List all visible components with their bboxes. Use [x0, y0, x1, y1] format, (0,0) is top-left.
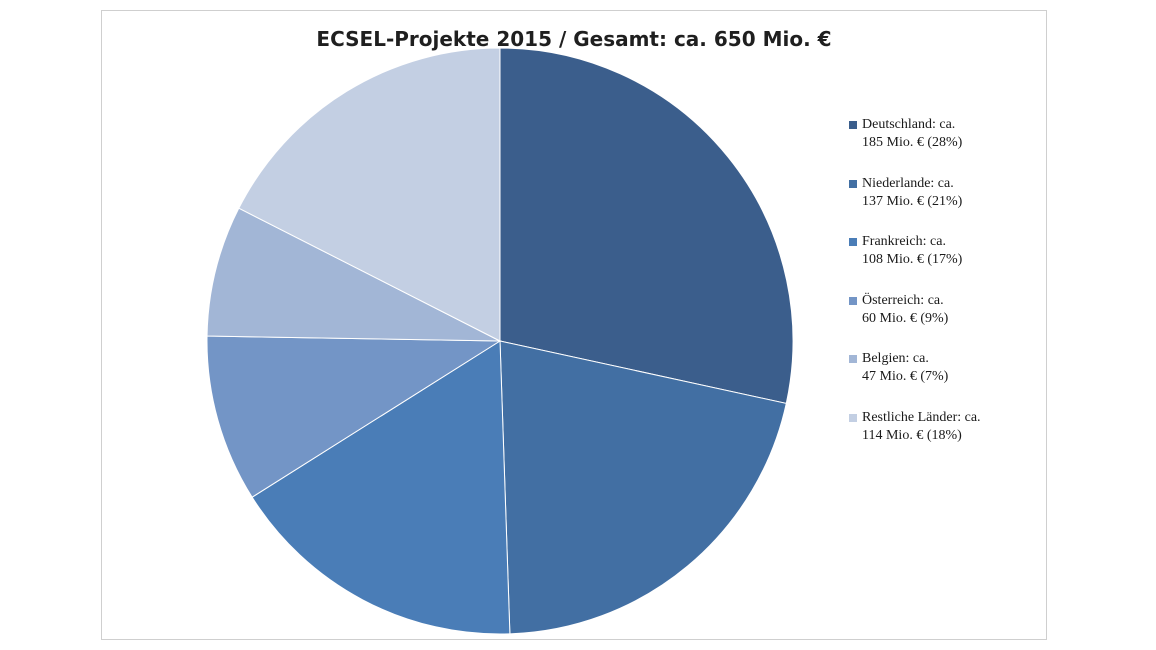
- pie-slice-3: [206, 335, 502, 498]
- legend-item-1: Niederlande: ca. 137 Mio. € (21%): [849, 175, 981, 234]
- legend-label-2: Frankreich: ca. 108 Mio. € (17%): [862, 233, 962, 269]
- legend-label-1: Niederlande: ca. 137 Mio. € (21%): [862, 175, 962, 211]
- legend-item-5: Restliche Länder: ca. 114 Mio. € (18%): [849, 409, 981, 468]
- legend-label-4: Belgien: ca. 47 Mio. € (7%): [862, 350, 948, 386]
- pie-slice-0: [499, 47, 794, 405]
- legend-label-line2: 137 Mio. € (21%): [862, 193, 963, 209]
- legend-label-0: Deutschland: ca. 185 Mio. € (28%): [862, 116, 962, 152]
- legend-label-line1: Österreich: ca.: [862, 292, 944, 308]
- chart-title: ECSEL-Projekte 2015 / Gesamt: ca. 650 Mi…: [316, 27, 832, 51]
- legend-swatch-5: [849, 413, 857, 422]
- legend-item-2: Frankreich: ca. 108 Mio. € (17%): [849, 233, 981, 292]
- legend-label-line1: Niederlande: ca.: [862, 175, 954, 191]
- legend-label-3: Österreich: ca. 60 Mio. € (9%): [862, 292, 948, 328]
- legend-swatch-2: [849, 238, 857, 246]
- pie-slice-5: [238, 47, 501, 342]
- pie-slice-4: [206, 207, 501, 342]
- legend-item-4: Belgien: ca. 47 Mio. € (7%): [849, 350, 981, 409]
- legend-swatch-3: [849, 296, 857, 305]
- legend-swatch-0: [849, 121, 857, 129]
- legend-label-line1: Frankreich: ca.: [862, 234, 946, 249]
- legend-label-line1: Restliche Länder: ca.: [862, 409, 981, 425]
- legend-label-line2: 185 Mio. € (28%): [862, 135, 963, 150]
- legend-label-line2: 60 Mio. € (9%): [862, 310, 949, 326]
- legend-swatch-4: [849, 355, 857, 363]
- legend-label-line1: Deutschland: ca.: [862, 117, 956, 132]
- legend-label-line1: Belgien: ca.: [862, 351, 929, 366]
- legend-label-line2: 108 Mio. € (17%): [862, 252, 963, 267]
- legend-item-0: Deutschland: ca. 185 Mio. € (28%): [849, 116, 981, 175]
- legend-item-3: Österreich: ca. 60 Mio. € (9%): [849, 292, 981, 351]
- pie-slice-2: [251, 340, 511, 635]
- legend-label-line2: 114 Mio. € (18%): [862, 427, 962, 443]
- legend-label-line2: 47 Mio. € (7%): [862, 369, 949, 384]
- legend-swatch-1: [849, 179, 857, 188]
- chart-legend: Deutschland: ca. 185 Mio. € (28%) Niederla…: [849, 116, 981, 467]
- legend-label-5: Restliche Länder: ca. 114 Mio. € (18%): [862, 409, 981, 445]
- pie-slice-1: [499, 340, 787, 635]
